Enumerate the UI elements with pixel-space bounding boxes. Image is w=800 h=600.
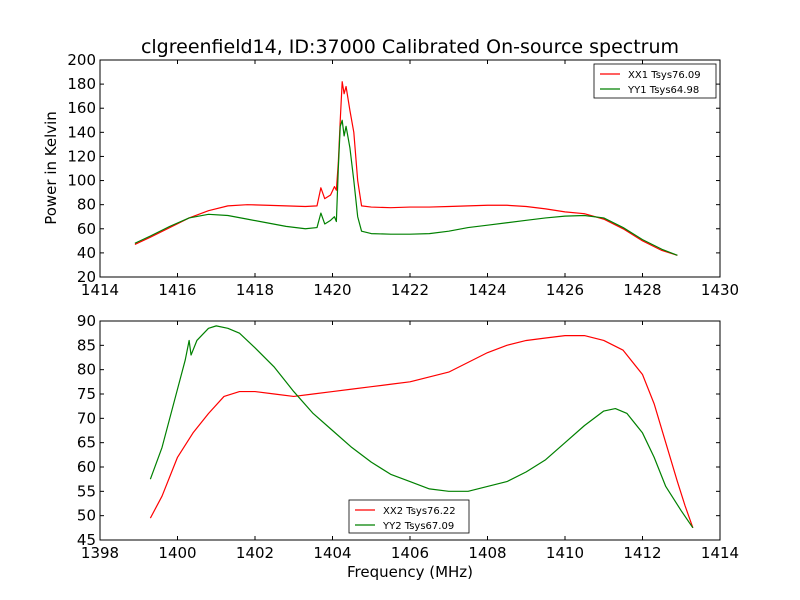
bottom-x-tick-label: 1412 xyxy=(623,544,661,562)
top-x-tick-label: 1426 xyxy=(546,281,584,299)
bottom-x-tick-label: 1402 xyxy=(236,544,274,562)
bottom-series-line-1 xyxy=(149,325,694,529)
bottom-x-tick-label: 1398 xyxy=(81,544,119,562)
bottom-plot: 1398 1400 1402 1404 1406 1408 1410 1412 1414 45 50… xyxy=(77,312,739,562)
bottom-y-tick-label: 55 xyxy=(77,482,96,500)
bottom-legend-label-1: YY2 Tsys67.09 xyxy=(382,521,454,532)
top-y-tick-label: 160 xyxy=(67,99,96,117)
top-legend: XX1 Tsys76.09 YY1 Tsys64.98 xyxy=(593,63,717,99)
top-x-tick-label: 1428 xyxy=(623,281,661,299)
top-series-line-0 xyxy=(134,81,678,256)
top-y-tick-label: 40 xyxy=(77,244,96,262)
top-x-tick-label: 1424 xyxy=(468,281,506,299)
top-y-tick-label: 120 xyxy=(67,147,96,165)
bottom-y-tick-label: 50 xyxy=(77,507,96,525)
bottom-y-tick-label: 45 xyxy=(77,531,96,549)
top-x-tick-label: 1414 xyxy=(81,281,119,299)
top-legend-label-0: XX1 Tsys76.09 xyxy=(628,70,701,81)
bottom-x-tick-label: 1406 xyxy=(391,544,429,562)
bottom-y-tick-label: 90 xyxy=(77,312,96,330)
bottom-y-tick-label: 80 xyxy=(77,361,96,379)
bottom-y-tick-label: 75 xyxy=(77,385,96,403)
top-y-tick-label: 60 xyxy=(77,220,96,238)
top-y-tick-label: 180 xyxy=(67,75,96,93)
bottom-y-tick-label: 70 xyxy=(77,409,96,427)
top-x-tick-label: 1416 xyxy=(158,281,196,299)
top-legend-label-1: YY1 Tsys64.98 xyxy=(627,85,699,96)
top-x-tick-label: 1418 xyxy=(236,281,274,299)
bottom-x-tick-label: 1400 xyxy=(158,544,196,562)
bottom-legend: XX2 Tsys76.22 YY2 Tsys67.09 xyxy=(348,499,470,534)
bottom-x-tick-label: 1414 xyxy=(701,544,739,562)
bottom-legend-box xyxy=(348,499,470,534)
chart-title: clgreenfield14, ID:37000 Calibrated On-s… xyxy=(141,36,679,58)
top-legend-box xyxy=(593,63,717,99)
top-series-line-1 xyxy=(134,119,678,256)
top-x-tick-label: 1422 xyxy=(391,281,429,299)
top-y-tick-label: 200 xyxy=(67,51,96,69)
bottom-y-tick-label: 65 xyxy=(77,434,96,452)
bottom-series-line-0 xyxy=(149,335,694,529)
top-y-tick-label: 100 xyxy=(67,172,96,190)
bottom-x-tick-label: 1404 xyxy=(313,544,351,562)
bottom-x-tick-label: 1410 xyxy=(546,544,584,562)
bottom-legend-label-0: XX2 Tsys76.22 xyxy=(383,506,456,517)
top-y-tick-label: 140 xyxy=(67,123,96,141)
top-y-tick-label: 20 xyxy=(77,268,96,286)
bottom-x-tick-label: 1408 xyxy=(468,544,506,562)
bottom-y-tick-label: 85 xyxy=(77,336,96,354)
top-x-tick-label: 1420 xyxy=(313,281,351,299)
top-plot: 1414 1416 1418 1420 1422 1424 1426 1428 1430 20 40… xyxy=(67,51,739,299)
top-y-axis-label: Power in Kelvin xyxy=(42,111,60,225)
top-y-tick-label: 80 xyxy=(77,196,96,214)
bottom-x-axis-label: Frequency (MHz) xyxy=(347,563,473,581)
top-x-tick-label: 1430 xyxy=(701,281,739,299)
bottom-y-tick-label: 60 xyxy=(77,458,96,476)
